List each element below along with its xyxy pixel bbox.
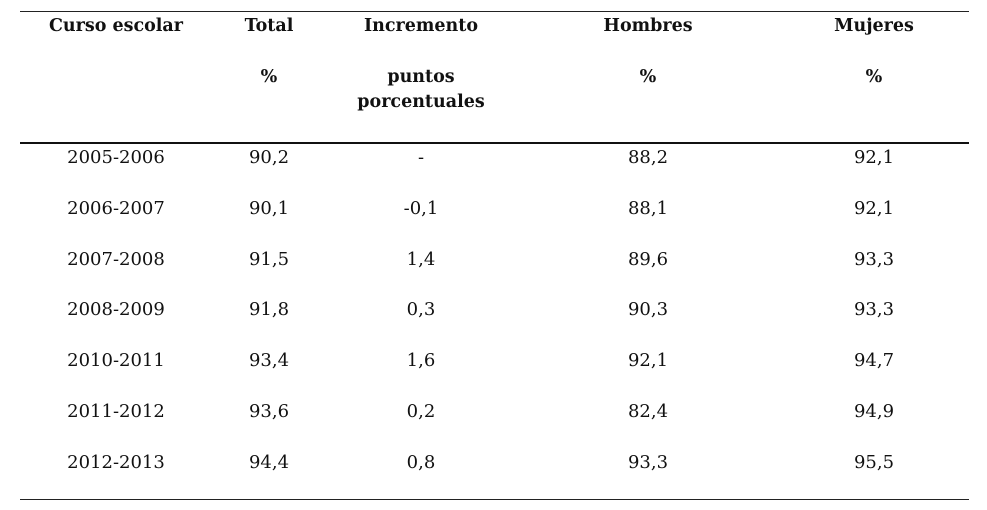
table-cell: 0,3 (406, 299, 436, 320)
table-cell: 89,6 (627, 249, 669, 270)
table-cell: 0,2 (406, 401, 436, 422)
top-rule (20, 11, 969, 12)
header-total-unit: % (260, 67, 278, 87)
table-cell: 92,1 (853, 147, 895, 168)
header-rule (20, 142, 969, 144)
table-cell: 91,8 (248, 299, 290, 320)
table-cell: 88,2 (627, 147, 669, 168)
header-curso-escolar: Curso escolar (48, 16, 183, 36)
table-cell: 90,3 (627, 299, 669, 320)
table-cell: 88,1 (627, 198, 669, 219)
table-cell: 2005-2006 (67, 147, 165, 168)
table-cell: 2010-2011 (67, 350, 165, 371)
table-cell: 2012-2013 (67, 452, 165, 473)
table-cell: 0,8 (406, 452, 436, 473)
table-cell: 93,3 (627, 452, 669, 473)
table-cell: 92,1 (853, 198, 895, 219)
header-hombres: Hombres (603, 16, 693, 36)
table-cell: 90,2 (248, 147, 290, 168)
table-cell: 92,1 (627, 350, 669, 371)
table-cell: 94,7 (853, 350, 895, 371)
header-total: Total (244, 16, 294, 36)
table-cell: 82,4 (627, 401, 669, 422)
table-cell: 95,5 (853, 452, 895, 473)
table-cell: 90,1 (248, 198, 290, 219)
header-mujeres: Mujeres (834, 16, 914, 36)
header-mujeres-unit: % (865, 67, 883, 87)
table-cell: 94,9 (853, 401, 895, 422)
header-incremento: Incremento (363, 16, 479, 36)
table-cell: 1,4 (406, 249, 436, 270)
table-cell: 93,6 (248, 401, 290, 422)
table-cell: 2008-2009 (67, 299, 165, 320)
header-hombres-unit: % (639, 67, 657, 87)
table-cell: 2011-2012 (67, 401, 165, 422)
table-cell: 1,6 (406, 350, 436, 371)
data-table: Curso escolar Total Incremento Hombres M… (20, 11, 969, 500)
table-cell: - (417, 147, 425, 168)
table-cell: 93,3 (853, 299, 895, 320)
table-cell: 94,4 (248, 452, 290, 473)
bottom-rule (20, 499, 969, 500)
table-cell: 91,5 (248, 249, 290, 270)
table-cell: 2007-2008 (67, 249, 165, 270)
table-cell: 2006-2007 (67, 198, 165, 219)
table-cell: -0,1 (403, 198, 439, 219)
table-cell: 93,3 (853, 249, 895, 270)
header-incremento-unit: puntos porcentuales (357, 67, 485, 112)
table-cell: 93,4 (248, 350, 290, 371)
